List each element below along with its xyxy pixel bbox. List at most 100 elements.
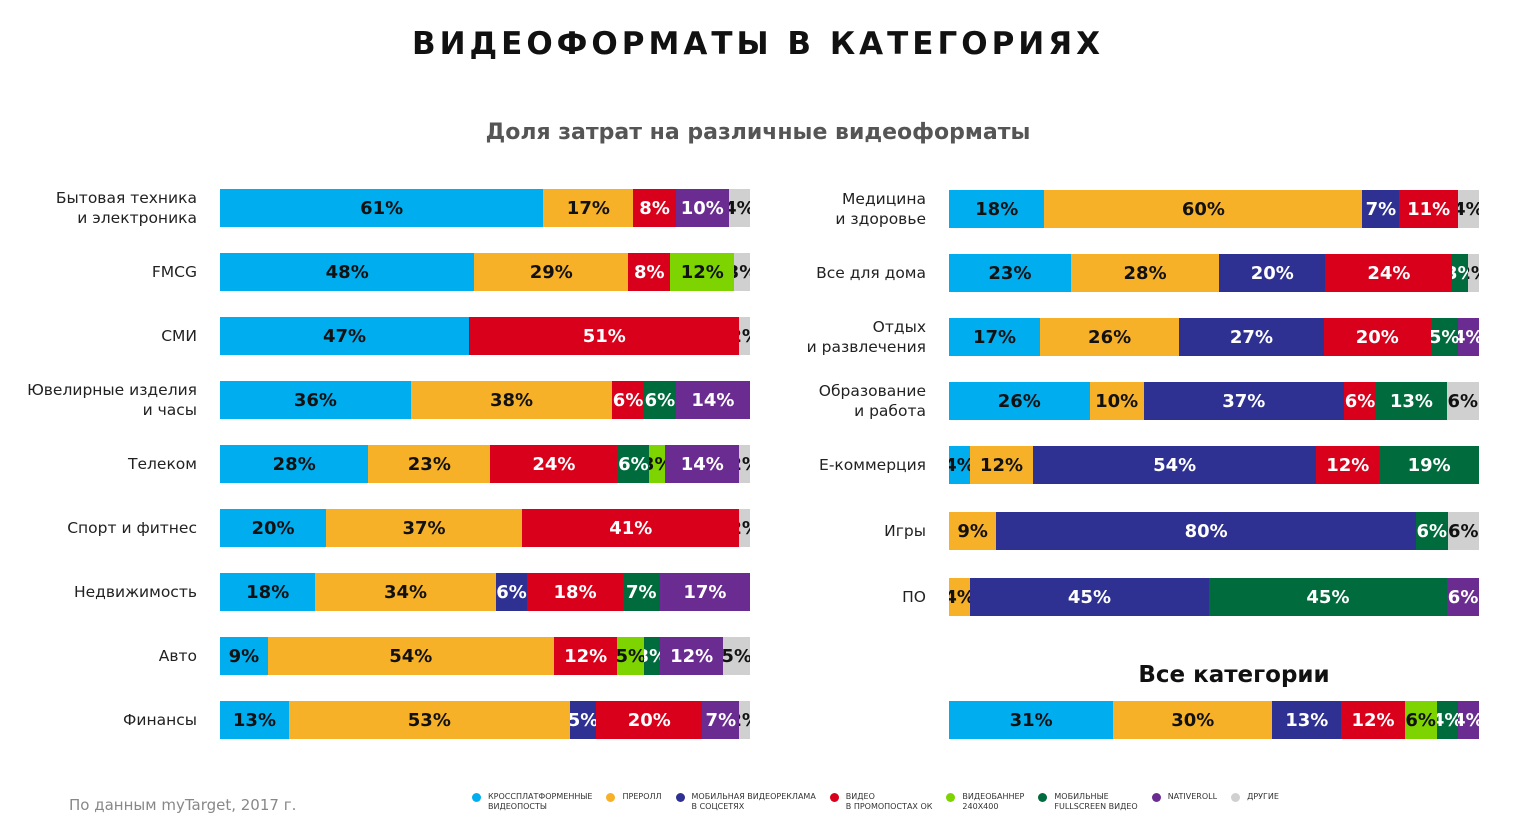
bar-segment-cross: 13%: [220, 701, 289, 739]
category-label: Е-коммерция: [819, 456, 926, 474]
bar-segment-cross: 23%: [949, 254, 1071, 292]
bar-segment-ok: 51%: [469, 317, 740, 355]
bar-segment-other: 6%: [1446, 382, 1479, 420]
legend-dot-icon: [606, 793, 616, 802]
category-label: ПО: [902, 588, 926, 606]
bar-segment-fullscreen: 3%: [643, 637, 660, 675]
category-label: Авто: [158, 647, 197, 665]
legend-label: Мобильные fullscreen видео: [1054, 792, 1138, 811]
bar-segment-mobsoc: 5%: [569, 701, 597, 739]
legend-item-ok: Видео в промопостах ОК: [829, 792, 933, 812]
bar-segment-cross: 48%: [220, 253, 475, 291]
legend-label: Преролл: [622, 792, 662, 801]
bar-segment-preroll: 23%: [368, 445, 491, 483]
bar-segment-ok: 41%: [522, 509, 740, 547]
bar-segment-preroll: 10%: [1089, 382, 1144, 420]
stacked-bar: 9% 80% 6% 6%: [949, 512, 1479, 550]
stacked-bar: 9%54%12%5%3%12%5%: [220, 637, 750, 675]
legend-label: Видео в промопостах ОК: [845, 792, 933, 811]
bar-segment-fullscreen: 4%: [1436, 701, 1458, 739]
bar-segment-other: 2%: [739, 509, 750, 547]
bar-segment-preroll: 26%: [1040, 318, 1180, 356]
legend-label: Nativeroll: [1167, 792, 1218, 801]
bar-segment-mobsoc: 80%: [996, 512, 1417, 550]
bar-segment-preroll: 34%: [315, 573, 496, 611]
bar-segment-preroll: 29%: [474, 253, 629, 291]
bar-segment-mobsoc: 27%: [1179, 318, 1324, 356]
bar-segment-banner: 3%: [649, 445, 666, 483]
category-label: Бытовая техника и электроника: [55, 189, 197, 227]
bar-segment-fullscreen: 7%: [622, 573, 660, 611]
bar-segment-cross: 31%: [949, 701, 1114, 739]
bar-segment-ok: 24%: [490, 445, 618, 483]
bar-segment-cross: 61%: [220, 189, 544, 227]
stacked-bar: 36% 38% 6% 6% 14%: [220, 381, 750, 419]
stacked-bar: 28%23%24%6%3%14%2%: [220, 445, 750, 483]
legend: Кроссплатформенные видеопосты Преролл Моби…: [472, 792, 1293, 812]
bar-segment-fullscreen: 3%: [1452, 254, 1469, 292]
legend-label: Мобильная видеореклама в соцсетях: [691, 792, 816, 811]
bar-segment-nativeroll: 7%: [702, 701, 740, 739]
bar-segment-other: 2%: [739, 701, 750, 739]
bar-segment-preroll: 54%: [267, 637, 554, 675]
legend-item-nativeroll: Nativeroll: [1151, 792, 1218, 812]
source-note: По данным myTarget, 2017 г.: [69, 796, 297, 814]
category-label: Игры: [884, 522, 926, 540]
bar-segment-nativeroll: 6%: [1447, 578, 1479, 616]
bar-segment-cross: 20%: [220, 509, 326, 547]
bar-segment-other: 2%: [1468, 254, 1479, 292]
bar-segment-fullscreen: 13%: [1376, 382, 1447, 420]
bar-segment-fullscreen: 45%: [1208, 578, 1448, 616]
legend-item-other: Другие: [1231, 792, 1279, 812]
bar-segment-preroll: 60%: [1044, 190, 1363, 228]
stacked-bar: 13%53%5%20%7%2%: [220, 701, 750, 739]
legend-dot-icon: [472, 793, 481, 802]
bar-segment-fullscreen: 5%: [1430, 318, 1458, 356]
bar-segment-mobsoc: 45%: [970, 578, 1209, 616]
bar-segment-cross: 9%: [220, 637, 268, 675]
category-label: Отдых и развлечения: [806, 318, 926, 356]
bar-segment-ok: 6%: [612, 381, 644, 419]
stacked-bar: 26% 10% 37% 6% 13% 6%: [949, 382, 1479, 420]
legend-dot-icon: [675, 793, 685, 802]
bar-segment-preroll: 53%: [288, 701, 570, 739]
stacked-bar: 61%17%8%10%4%: [220, 189, 750, 227]
bar-segment-nativeroll: 4%: [1457, 318, 1479, 356]
bar-segment-other: 5%: [723, 637, 750, 675]
bar-segment-mobsoc: 7%: [1362, 190, 1400, 228]
bar-segment-preroll: 9%: [949, 512, 997, 550]
legend-dot-icon: [1151, 793, 1161, 802]
bar-segment-ok: 12%: [1316, 446, 1380, 484]
bar-segment-cross: 36%: [220, 381, 411, 419]
bar-segment-preroll: 30%: [1113, 701, 1273, 739]
stacked-bar: 17%26%27%20%5%4%: [949, 318, 1479, 356]
legend-dot-icon: [1038, 793, 1048, 802]
legend-item-mobsoc: Мобильная видеореклама в соцсетях: [675, 792, 816, 812]
bar-segment-ok: 18%: [527, 573, 623, 611]
stacked-bar: 20%37%41%2%: [220, 509, 750, 547]
bar-segment-cross: 17%: [949, 318, 1040, 356]
bar-segment-mobsoc: 6%: [495, 573, 528, 611]
legend-item-banner: Видеобаннер 240х400: [946, 792, 1024, 812]
stacked-bar: 18%60%7%11%4%: [949, 190, 1479, 228]
legend-item-cross: Кроссплатформенные видеопосты: [472, 792, 592, 812]
bar-segment-ok: 6%: [1343, 382, 1377, 420]
bar-segment-ok: 20%: [596, 701, 703, 739]
bar-segment-preroll: 12%: [969, 446, 1033, 484]
all-categories-title: Все категории: [1138, 662, 1330, 688]
bar-segment-other: 4%: [728, 189, 750, 227]
bar-segment-ok: 24%: [1325, 254, 1453, 292]
bar-segment-ok: 11%: [1399, 190, 1458, 228]
bar-segment-preroll: 38%: [410, 381, 613, 419]
bar-segment-ok: 20%: [1323, 318, 1431, 356]
legend-item-preroll: Преролл: [606, 792, 662, 812]
category-label: Телеком: [128, 455, 197, 473]
legend-item-fullscreen: Мобильные fullscreen видео: [1038, 792, 1138, 812]
bar-segment-other: 6%: [1447, 512, 1479, 550]
bar-segment-preroll: 4%: [949, 578, 971, 616]
category-label: Образование и работа: [818, 382, 926, 420]
legend-dot-icon: [1231, 793, 1241, 802]
bar-segment-fullscreen: 6%: [643, 381, 676, 419]
legend-label: Другие: [1247, 792, 1279, 801]
stacked-bar: 4%12%54%12%19%: [949, 446, 1479, 484]
